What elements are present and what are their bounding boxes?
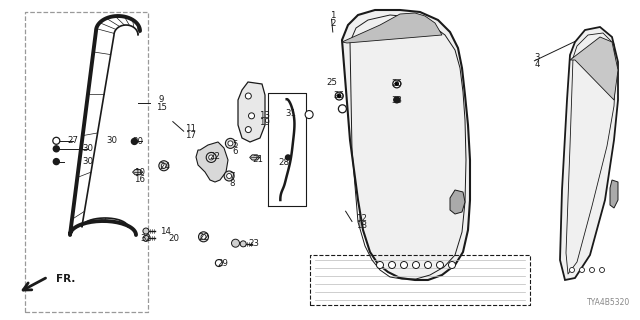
Circle shape — [305, 110, 313, 118]
Circle shape — [589, 268, 595, 273]
Text: 21: 21 — [252, 155, 264, 164]
Text: 26: 26 — [391, 79, 403, 88]
Text: 8: 8 — [230, 179, 235, 188]
Text: 10: 10 — [134, 168, 145, 177]
Polygon shape — [610, 180, 618, 208]
Circle shape — [53, 159, 60, 164]
Polygon shape — [238, 82, 265, 142]
Circle shape — [339, 105, 346, 113]
Circle shape — [245, 127, 252, 132]
Circle shape — [240, 241, 246, 247]
Circle shape — [159, 161, 169, 171]
Text: 32: 32 — [140, 234, 152, 243]
Circle shape — [225, 138, 236, 148]
Circle shape — [335, 92, 343, 100]
Polygon shape — [342, 10, 470, 280]
Circle shape — [436, 261, 444, 268]
Text: 28: 28 — [278, 158, 289, 167]
Polygon shape — [132, 170, 143, 175]
Circle shape — [224, 171, 234, 181]
Text: 23: 23 — [248, 239, 259, 248]
Circle shape — [401, 261, 408, 268]
Text: 16: 16 — [134, 175, 145, 184]
Text: 7: 7 — [230, 172, 235, 181]
Circle shape — [285, 155, 291, 160]
Text: 30: 30 — [106, 136, 118, 145]
Text: 4: 4 — [535, 60, 540, 69]
Text: 30: 30 — [83, 157, 94, 166]
Circle shape — [53, 146, 60, 152]
Circle shape — [396, 82, 398, 85]
Circle shape — [143, 236, 149, 241]
Circle shape — [600, 268, 605, 273]
Text: TYA4B5320: TYA4B5320 — [587, 298, 630, 307]
Circle shape — [449, 261, 456, 268]
Text: 19: 19 — [259, 118, 269, 127]
Circle shape — [579, 268, 584, 273]
Text: 14: 14 — [159, 227, 171, 236]
Circle shape — [393, 80, 401, 88]
Text: 26: 26 — [333, 92, 345, 100]
Text: 12: 12 — [356, 214, 367, 223]
Text: 24: 24 — [159, 162, 171, 171]
Text: 31: 31 — [285, 109, 297, 118]
Polygon shape — [450, 190, 465, 214]
Circle shape — [209, 155, 214, 160]
Circle shape — [338, 94, 340, 98]
Circle shape — [206, 152, 216, 163]
Text: 6: 6 — [233, 148, 238, 156]
Text: 18: 18 — [356, 221, 367, 230]
Text: 9: 9 — [159, 95, 164, 104]
Text: 22: 22 — [198, 233, 209, 242]
Text: 13: 13 — [259, 111, 270, 120]
Circle shape — [228, 141, 233, 146]
Polygon shape — [570, 37, 618, 100]
Circle shape — [143, 228, 149, 234]
Text: 20: 20 — [168, 234, 180, 243]
Circle shape — [570, 268, 575, 273]
Circle shape — [53, 137, 60, 144]
Text: 15: 15 — [156, 103, 167, 112]
Circle shape — [376, 261, 383, 268]
Text: 1: 1 — [330, 12, 335, 20]
Text: 17: 17 — [185, 132, 196, 140]
Circle shape — [388, 261, 396, 268]
Circle shape — [245, 93, 252, 99]
Polygon shape — [342, 13, 442, 43]
Circle shape — [248, 113, 255, 119]
Text: 11: 11 — [185, 124, 196, 133]
Text: 3: 3 — [535, 53, 540, 62]
Circle shape — [227, 173, 232, 179]
Text: 30: 30 — [132, 137, 143, 146]
Text: 27: 27 — [67, 136, 79, 145]
Circle shape — [198, 232, 209, 242]
Text: 33: 33 — [391, 96, 403, 105]
Text: FR.: FR. — [56, 274, 76, 284]
Polygon shape — [560, 27, 618, 280]
Polygon shape — [196, 142, 228, 182]
Circle shape — [394, 97, 400, 103]
Polygon shape — [250, 155, 260, 160]
Circle shape — [232, 239, 239, 247]
Circle shape — [161, 163, 166, 168]
Circle shape — [216, 260, 222, 267]
Circle shape — [413, 261, 419, 268]
Text: 25: 25 — [326, 78, 337, 87]
Circle shape — [131, 139, 138, 144]
Text: 5: 5 — [233, 140, 238, 149]
Circle shape — [424, 261, 431, 268]
Text: 22: 22 — [209, 152, 220, 161]
Circle shape — [201, 234, 206, 239]
Text: 30: 30 — [83, 144, 94, 153]
Text: 29: 29 — [218, 260, 228, 268]
Text: 2: 2 — [330, 19, 335, 28]
